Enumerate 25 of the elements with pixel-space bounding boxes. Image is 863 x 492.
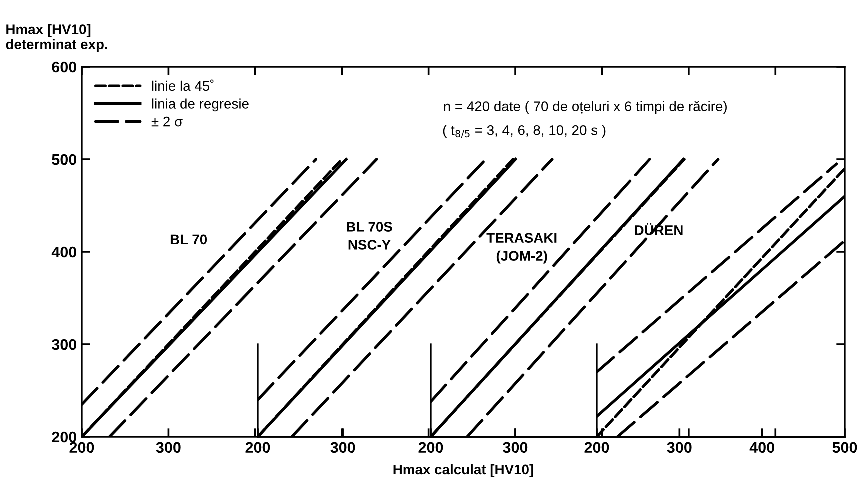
annotation: BL 70S NSC-Y xyxy=(347,222,392,250)
x-tick-label: 400 xyxy=(750,442,774,454)
legend-label: ± 2 σ xyxy=(152,116,183,127)
y-tick-label: 200 xyxy=(52,432,77,443)
x-tick-label: 300 xyxy=(156,442,181,454)
x-tick-label: 300 xyxy=(330,442,356,454)
y-tick-label: 400 xyxy=(52,246,77,258)
x-axis-title: Hmax calculat [HV10] xyxy=(394,464,534,478)
annotation: ( t$_{8/5}$ = 3, 4, 6, 8, 10, 20 s ) xyxy=(443,125,606,138)
annotation: TERASAKI (JOM-2) xyxy=(486,233,557,264)
x-tick-label: 200 xyxy=(246,442,270,454)
legend-label: linie la 45˚ xyxy=(152,80,214,92)
legend-label: linia de regresie xyxy=(152,98,249,112)
y-tick-label: 600 xyxy=(52,62,77,73)
x-tick-label: 300 xyxy=(503,442,528,454)
annotation: BL 70 xyxy=(170,234,208,245)
y-axis-title: Hmax [HV10] determinat exp. xyxy=(6,24,108,52)
x-tick-label: 200 xyxy=(70,442,94,454)
x-tick-label: 200 xyxy=(418,442,444,454)
annotation: n = 420 date ( 70 de oțeluri x 6 timpi de răcire) xyxy=(444,101,727,114)
y-tick-label: 500 xyxy=(52,154,77,166)
x-tick-label: 200 xyxy=(584,442,610,454)
y-tick-label: 300 xyxy=(52,339,77,350)
x-tick-label: 500 xyxy=(832,442,858,454)
x-tick-label: 300 xyxy=(667,442,692,454)
